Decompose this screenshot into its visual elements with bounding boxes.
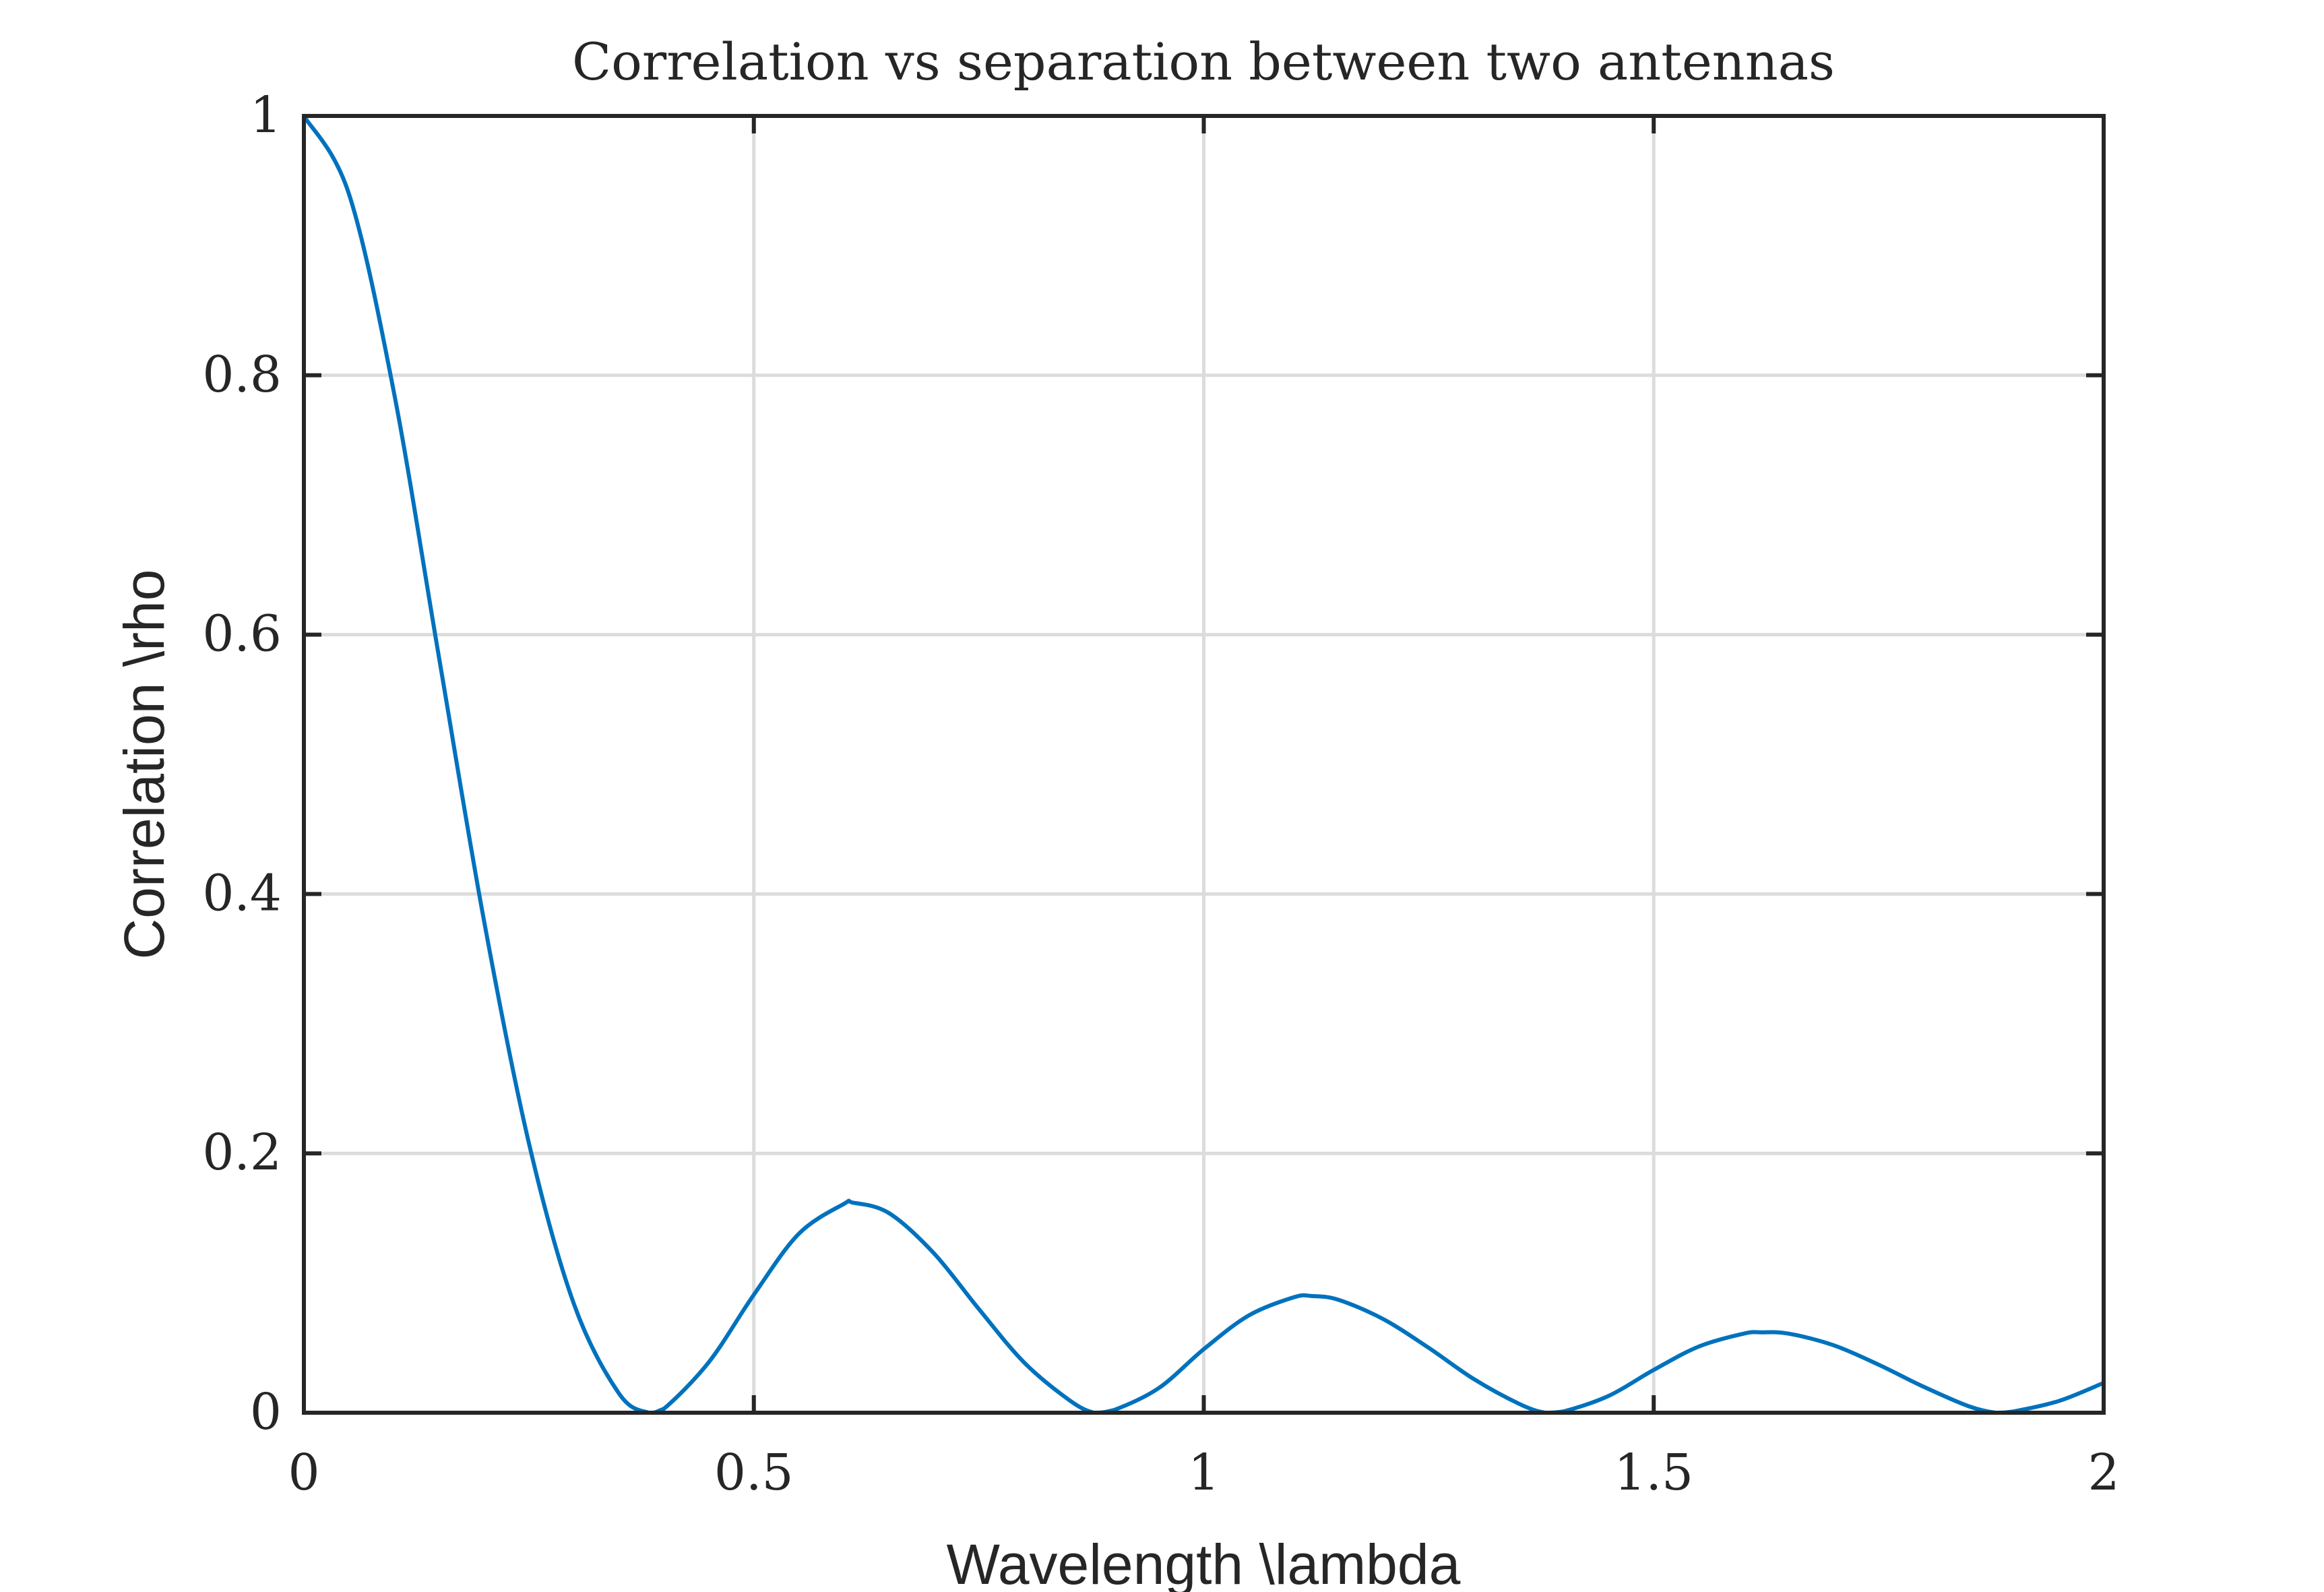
x-tick-label: 2 <box>2087 1444 2119 1502</box>
y-axis-label: Correlation \rho <box>113 570 176 960</box>
chart-title: Correlation vs separation between two an… <box>572 32 1835 92</box>
y-tick-labels: 0 0.2 0.4 0.6 0.8 1 <box>202 86 282 1441</box>
plot-area-box <box>302 114 2106 1415</box>
x-tick-label: 0 <box>288 1444 319 1502</box>
x-tick-label: 1 <box>1188 1444 1220 1502</box>
x-axis-label: Wavelength \lambda <box>947 1533 1461 1592</box>
y-tick-label: 0.2 <box>202 1124 282 1182</box>
x-tick-labels: 0 0.5 1 1.5 2 <box>288 1444 2119 1502</box>
y-tick-label: 0.6 <box>202 605 282 663</box>
x-tick-label: 1.5 <box>1614 1444 1693 1502</box>
y-tick-label: 1 <box>250 86 282 144</box>
y-tick-label: 0.8 <box>202 346 282 404</box>
y-tick-label: 0 <box>250 1383 282 1441</box>
y-tick-label: 0.4 <box>202 864 282 922</box>
x-tick-label: 0.5 <box>714 1444 794 1502</box>
